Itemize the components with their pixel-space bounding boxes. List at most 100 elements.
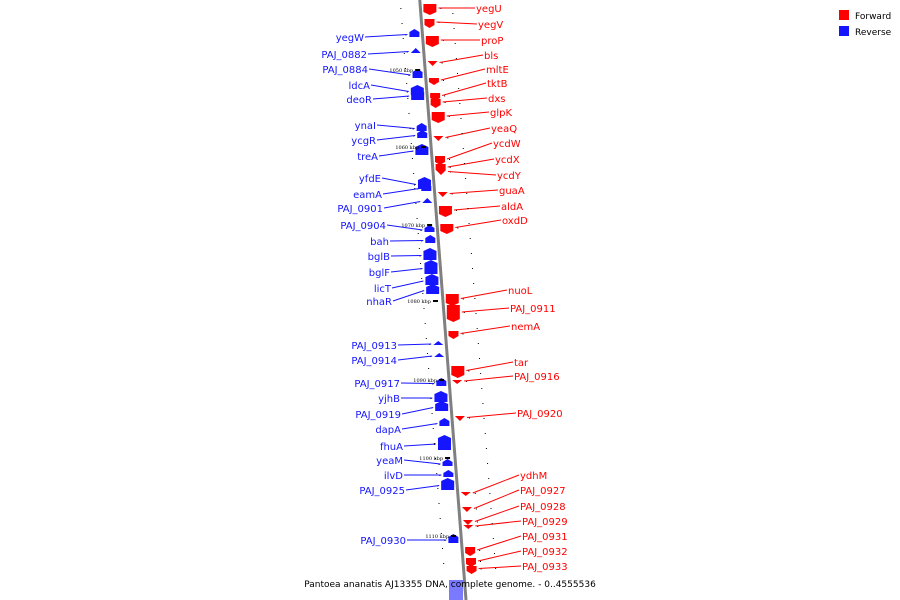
reverse-gene-mark-nhaR bbox=[422, 284, 440, 294]
legend-reverse-label: Reverse bbox=[855, 28, 892, 38]
axis-dot bbox=[418, 248, 420, 249]
forward-gene-mark-PAJ_0933 bbox=[466, 566, 482, 574]
forward-gene-label-ydhM: ydhM bbox=[520, 471, 547, 482]
axis-dot bbox=[469, 238, 471, 239]
forward-gene-label-yeaQ: yeaQ bbox=[491, 124, 517, 135]
axis-dot bbox=[483, 418, 485, 419]
reverse-gene-mark-yeaM bbox=[438, 459, 453, 466]
axis-dot bbox=[453, 28, 455, 29]
axis-dot bbox=[490, 508, 492, 509]
forward-leader-tar bbox=[466, 361, 514, 371]
forward-gene-mark-ycdY bbox=[435, 170, 451, 175]
reverse-leader-ldcA bbox=[370, 84, 409, 92]
axis-dot bbox=[473, 283, 475, 284]
genome-tick-label: 1100 kbp bbox=[419, 456, 443, 462]
forward-leader-nemA bbox=[460, 325, 511, 334]
genome-tick-mark bbox=[421, 146, 427, 148]
reverse-gene-mark-PAJ_0919 bbox=[431, 401, 449, 411]
axis-dot bbox=[487, 463, 489, 464]
genome-tick-mark bbox=[445, 457, 451, 459]
reverse-gene-mark-PAJ_0913 bbox=[429, 341, 444, 345]
axis-dot bbox=[414, 188, 416, 189]
axis-dot bbox=[462, 148, 464, 149]
axis-dot bbox=[458, 88, 460, 89]
genome-tick-label: 1050 kbp bbox=[389, 68, 413, 74]
reverse-leader-PAJ_0919 bbox=[401, 407, 434, 415]
forward-leader-PAJ_0933 bbox=[478, 565, 522, 569]
forward-leader-PAJ_0928 bbox=[474, 505, 520, 522]
axis-dot bbox=[472, 268, 474, 269]
forward-gene-mark-ycdW bbox=[435, 156, 451, 165]
gene-labels: yegU yegV proP bls mltE tktB dxs glpK yeaQ ycdW yc… bbox=[321, 4, 567, 573]
forward-gene-label-ycdX: ycdX bbox=[495, 155, 520, 166]
forward-gene-mark-PAJ_0932 bbox=[465, 558, 481, 567]
reverse-gene-label-ynaI: ynaI bbox=[355, 121, 376, 132]
forward-gene-mark-oxdD bbox=[440, 224, 459, 234]
genome-tick-label: 1110 kbp bbox=[425, 534, 449, 540]
forward-leader-PAJ_0932 bbox=[477, 550, 522, 562]
forward-gene-label-PAJ_0920: PAJ_0920 bbox=[517, 409, 563, 420]
reverse-leader-yeaM bbox=[403, 459, 441, 465]
reverse-gene-label-PAJ_0884: PAJ_0884 bbox=[322, 65, 368, 76]
axis-dot bbox=[422, 293, 424, 294]
forward-leader-PAJ_0931 bbox=[476, 535, 522, 551]
forward-gene-mark-guaA bbox=[437, 192, 453, 197]
forward-gene-mark-yegV bbox=[424, 19, 440, 28]
forward-leader-ycdX bbox=[447, 158, 495, 168]
gene-marks bbox=[405, 4, 482, 574]
reverse-leader-eamA bbox=[382, 188, 420, 195]
reverse-leader-yegW bbox=[364, 34, 408, 38]
reverse-leader-ycgR bbox=[376, 135, 416, 141]
reverse-leader-PAJ_0882 bbox=[367, 51, 409, 55]
reverse-gene-mark-bah bbox=[421, 235, 436, 243]
forward-gene-mark-mltE bbox=[428, 78, 444, 85]
legend-forward-label: Forward bbox=[855, 12, 891, 22]
forward-gene-label-glpK: glpK bbox=[490, 108, 512, 119]
legend-reverse-swatch bbox=[839, 26, 849, 36]
reverse-leader-bah bbox=[389, 240, 424, 242]
axis-dot bbox=[436, 473, 438, 474]
axis-dot bbox=[459, 103, 461, 104]
reverse-gene-label-treA: treA bbox=[357, 152, 378, 163]
axis-dot bbox=[467, 208, 469, 209]
reverse-leader-PAJ_0884 bbox=[368, 68, 411, 76]
axis-dot bbox=[417, 233, 419, 234]
axis-dot bbox=[406, 83, 408, 84]
forward-gene-label-yegV: yegV bbox=[478, 20, 503, 31]
axis-dot bbox=[416, 218, 418, 219]
forward-leader-nuoL bbox=[460, 289, 508, 299]
genome-ticks: 1050 kbp 1060 kbp 1070 kbp 1080 kbp 1090 kbp… bbox=[389, 8, 497, 569]
reverse-gene-label-yegW: yegW bbox=[336, 33, 364, 44]
forward-leader-PAJ_0929 bbox=[475, 520, 522, 527]
reverse-leader-bglF bbox=[390, 268, 423, 273]
forward-gene-label-ycdY: ycdY bbox=[497, 171, 522, 182]
reverse-gene-label-fhuA: fhuA bbox=[380, 442, 403, 453]
reverse-gene-mark-PAJ_0882 bbox=[406, 48, 421, 53]
reverse-gene-mark-yjhB bbox=[430, 391, 448, 402]
axis-dot bbox=[452, 13, 454, 14]
reverse-gene-label-deoR: deoR bbox=[346, 95, 372, 106]
genome-tick-mark bbox=[432, 300, 438, 302]
reverse-gene-label-PAJ_0913: PAJ_0913 bbox=[351, 341, 397, 352]
reverse-leader-nhaR bbox=[392, 290, 425, 302]
reverse-gene-mark-PAJ_0904 bbox=[420, 225, 435, 232]
axis-dot bbox=[437, 488, 439, 489]
reverse-gene-label-PAJ_0914: PAJ_0914 bbox=[351, 356, 397, 367]
reverse-leader-PAJ_0904 bbox=[386, 224, 423, 231]
genome-axis bbox=[418, 0, 468, 600]
forward-leader-PAJ_0911 bbox=[461, 307, 510, 313]
forward-gene-label-PAJ_0911: PAJ_0911 bbox=[510, 304, 556, 315]
reverse-leader-fhuA bbox=[403, 443, 437, 447]
reverse-gene-label-PAJ_0901: PAJ_0901 bbox=[337, 204, 383, 215]
axis-dot bbox=[489, 493, 491, 494]
axis-dot bbox=[415, 203, 417, 204]
axis-dot bbox=[407, 98, 409, 99]
forward-leader-ycdY bbox=[447, 171, 497, 176]
forward-leader-yeaQ bbox=[445, 127, 491, 138]
axis-dot bbox=[424, 323, 426, 324]
genome-caption: Pantoea ananatis AJ13355 DNA, complete g… bbox=[304, 580, 596, 590]
reverse-gene-mark-fhuA bbox=[433, 435, 451, 450]
legend-forward-swatch bbox=[839, 10, 849, 20]
reverse-gene-mark-ycgR bbox=[413, 130, 428, 138]
reverse-gene-mark-ilvD bbox=[439, 470, 454, 477]
